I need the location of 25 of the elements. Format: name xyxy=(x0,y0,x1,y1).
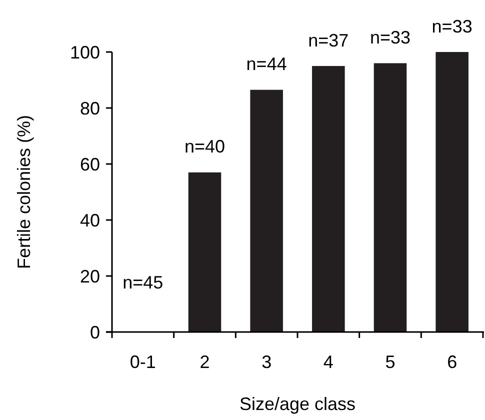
bar xyxy=(250,90,283,332)
bar xyxy=(188,172,222,332)
y-tick-label: 0 xyxy=(90,322,100,342)
annotation: n=33 xyxy=(370,28,411,48)
x-tick-label: 0-1 xyxy=(130,352,156,372)
annotation: n=44 xyxy=(246,54,287,74)
bar xyxy=(374,63,407,332)
x-axis-title: Size/age class xyxy=(239,394,356,414)
x-tick-label: 5 xyxy=(385,352,396,372)
annotation: n=33 xyxy=(432,16,472,36)
y-tick-label: 80 xyxy=(80,98,100,118)
annotation: n=45 xyxy=(122,272,164,292)
y-axis-title: Fertile colonies (%) xyxy=(14,114,34,270)
x-tick-label: 3 xyxy=(262,352,272,372)
annotation: n=37 xyxy=(308,30,349,50)
y-tick-label: 60 xyxy=(80,154,100,174)
bar xyxy=(312,66,345,332)
y-tick-label: 40 xyxy=(80,210,100,230)
x-tick-label: 4 xyxy=(323,352,334,372)
x-tick-label: 2 xyxy=(200,352,210,372)
x-tick-label: 6 xyxy=(447,352,458,372)
bar xyxy=(436,52,468,332)
y-tick-label: 20 xyxy=(80,266,100,286)
y-tick-label: 100 xyxy=(70,42,100,62)
annotation: n=40 xyxy=(184,136,226,157)
